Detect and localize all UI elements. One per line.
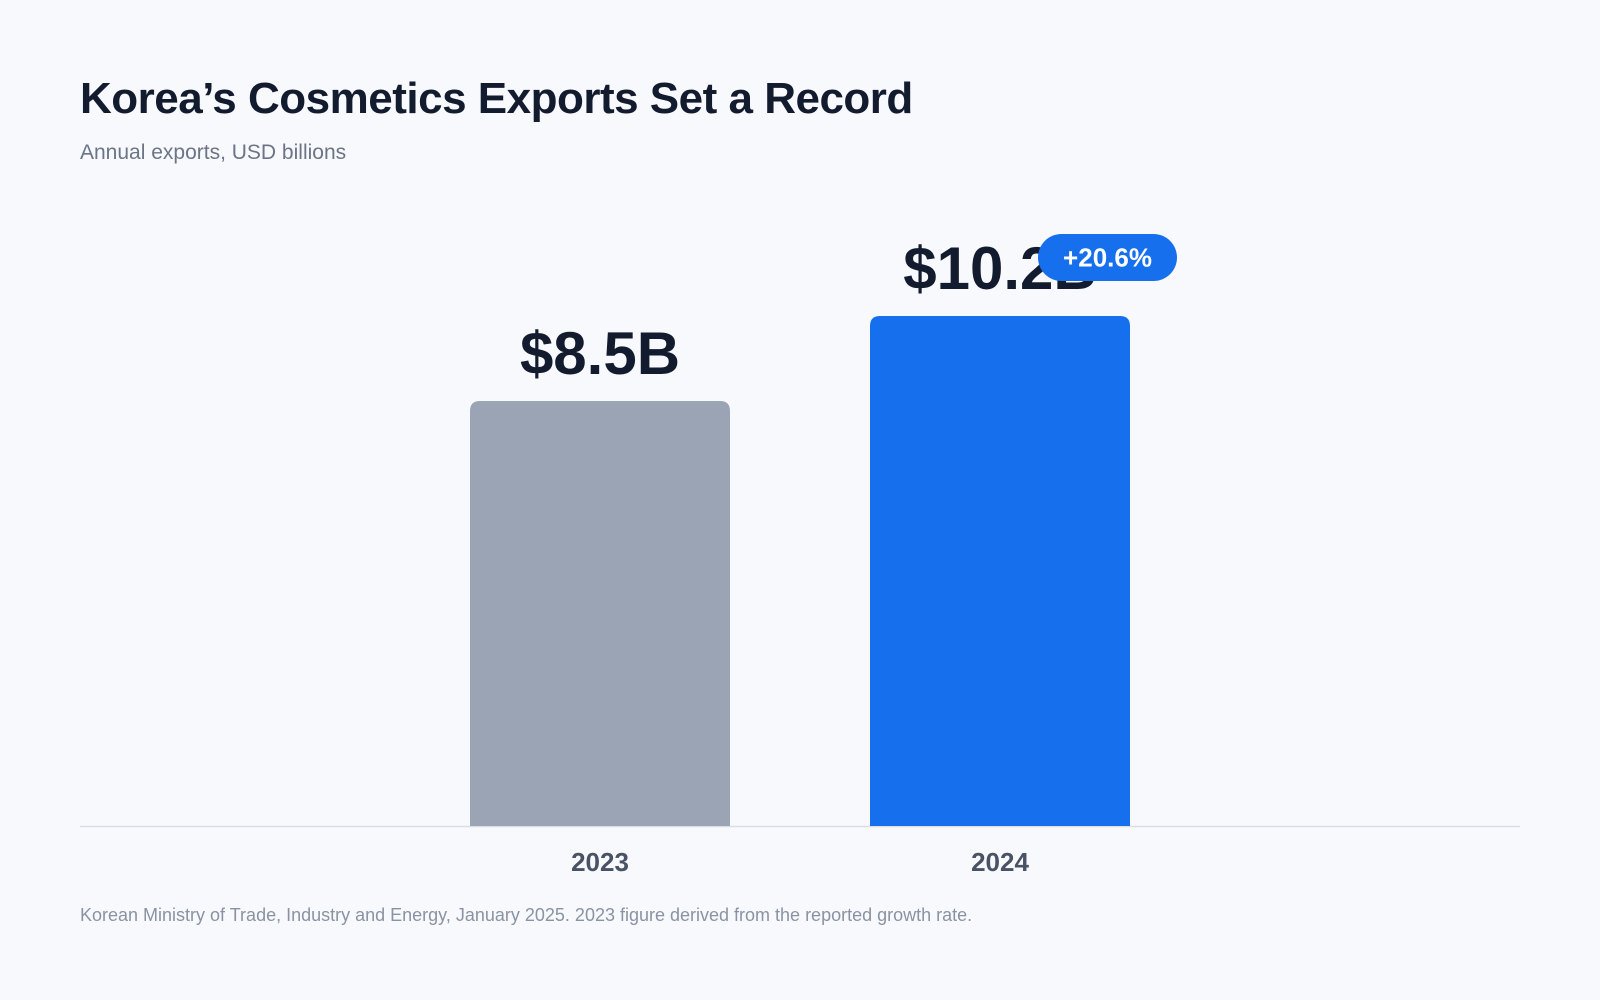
value-label-2023: $8.5B: [520, 320, 680, 387]
bar-2024: [870, 316, 1130, 826]
growth-badge: [1038, 234, 1177, 281]
growth-badge-label: +20.6%: [1063, 243, 1152, 273]
category-label-2024: 2024: [971, 847, 1029, 877]
source-note: Korean Ministry of Trade, Industry and E…: [80, 905, 973, 925]
bar-2023: [470, 401, 730, 826]
chart-title: Korea’s Cosmetics Exports Set a Record: [80, 74, 913, 123]
chart-subtitle: Annual exports, USD billions: [80, 141, 347, 164]
category-label-2023: 2023: [571, 847, 629, 877]
